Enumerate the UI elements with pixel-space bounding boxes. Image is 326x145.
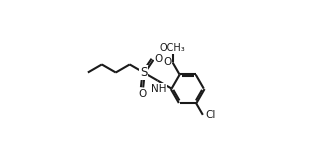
Text: O: O	[163, 57, 172, 67]
Text: S: S	[140, 66, 147, 79]
Text: NH: NH	[151, 84, 166, 94]
Text: Cl: Cl	[205, 110, 215, 120]
Text: OCH₃: OCH₃	[160, 42, 185, 52]
Text: O: O	[155, 54, 163, 64]
Text: O: O	[138, 89, 146, 99]
